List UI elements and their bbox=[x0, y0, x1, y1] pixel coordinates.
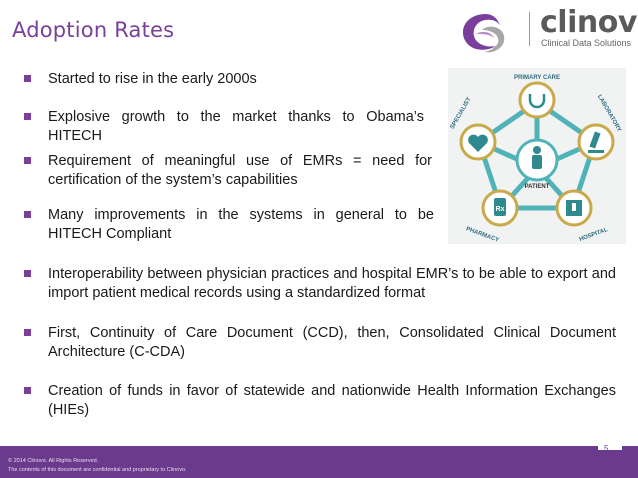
logo-tagline: Clinical Data Solutions bbox=[541, 38, 632, 48]
footer-notice: The contents of this document are confid… bbox=[8, 467, 187, 473]
bullet-square-icon bbox=[24, 387, 31, 394]
clinovo-swirl-icon bbox=[462, 14, 505, 53]
node-label-primary-care: PRIMARY CARE bbox=[514, 75, 560, 81]
slide-title: Adoption Rates bbox=[12, 18, 175, 42]
laboratory-node bbox=[577, 123, 615, 161]
logo-wordmark: clinovo bbox=[540, 5, 638, 40]
bullet-square-icon bbox=[24, 75, 31, 82]
stethoscope-icon bbox=[528, 94, 546, 109]
prescription-icon bbox=[494, 198, 506, 216]
bullet-item: Started to rise in the early 2000s bbox=[24, 70, 434, 89]
patient-care-diagram: PATIENT Rx PRIMARY CARE LABORATORY HOSPI… bbox=[448, 68, 626, 244]
page-number: 5 bbox=[604, 444, 609, 453]
patient-icon: PATIENT bbox=[515, 138, 559, 190]
microscope-icon bbox=[589, 131, 601, 149]
hospital-node bbox=[555, 189, 593, 227]
svg-text:Rx: Rx bbox=[496, 206, 505, 213]
bullet-square-icon bbox=[24, 270, 31, 277]
page-number-box: 5 bbox=[598, 430, 622, 453]
heart-icon bbox=[468, 134, 488, 152]
primary-care-node bbox=[518, 81, 556, 119]
bullet-square-icon bbox=[24, 211, 31, 218]
bullet-square-icon bbox=[24, 329, 31, 336]
bullet-item: Explosive growth to the market thanks to… bbox=[24, 108, 424, 146]
pharmacy-node: Rx bbox=[481, 189, 519, 227]
bullet-square-icon bbox=[24, 113, 31, 120]
bullet-item: First, Continuity of Care Document (CCD)… bbox=[24, 324, 616, 362]
footer-copyright: © 2014 Clinovo. All Rights Reserved. bbox=[8, 458, 99, 464]
bullet-item: Requirement of meaningful use of EMRs = … bbox=[24, 152, 432, 190]
specialist-node bbox=[459, 123, 497, 161]
patient-label: PATIENT bbox=[525, 184, 550, 190]
bullet-item: Many improvements in the systems in gene… bbox=[24, 206, 434, 244]
bullet-item: Interoperability between physician pract… bbox=[24, 265, 616, 303]
logo-divider bbox=[529, 12, 530, 46]
slide-footer: © 2014 Clinovo. All Rights Reserved. The… bbox=[0, 446, 638, 478]
bullet-item: Creation of funds in favor of statewide … bbox=[24, 382, 616, 420]
bullet-square-icon bbox=[24, 157, 31, 164]
